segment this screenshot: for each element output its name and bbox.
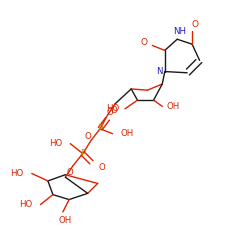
Text: HO: HO: [19, 200, 32, 209]
Text: HO: HO: [49, 139, 62, 148]
Text: O: O: [191, 20, 198, 29]
Text: O: O: [110, 106, 117, 114]
Text: OH: OH: [121, 129, 134, 138]
Text: O: O: [67, 168, 74, 177]
Text: P: P: [80, 149, 86, 158]
Text: O: O: [107, 108, 114, 117]
Text: OH: OH: [59, 216, 72, 225]
Text: N: N: [156, 67, 163, 76]
Text: O: O: [84, 132, 91, 141]
Text: OH: OH: [167, 102, 180, 111]
Text: O: O: [140, 38, 147, 48]
Text: HO: HO: [106, 104, 119, 113]
Text: NH: NH: [173, 27, 186, 36]
Text: O: O: [98, 163, 105, 172]
Text: HO: HO: [10, 169, 24, 178]
Text: P: P: [98, 124, 103, 133]
